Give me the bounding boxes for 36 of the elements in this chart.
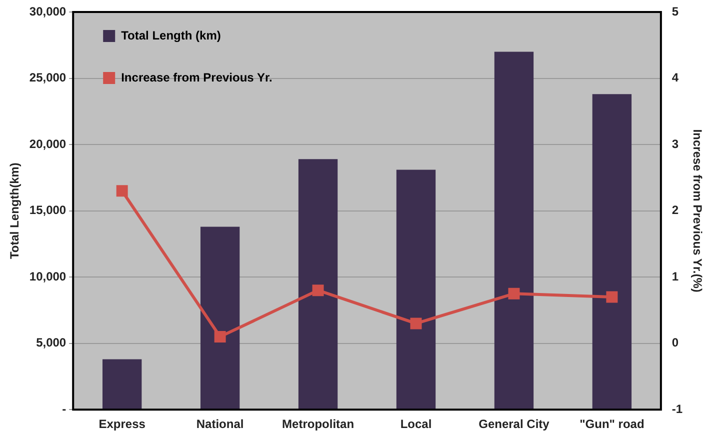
x-tick-label: General City [478,417,550,432]
y-tick-label: - [62,402,66,416]
x-tick-label: Local [400,417,432,432]
bar [200,226,240,410]
y2-tick-label: 1 [672,269,679,284]
y2-tick-label: 5 [672,4,679,18]
x-tick-label: National [196,417,244,432]
legend-label: Total Length (km) [121,28,221,42]
y2-tick-label: -1 [672,402,683,416]
bar [396,170,436,410]
bar [298,159,338,410]
x-tick-label: Metropolitan [282,417,354,432]
y2-tick-label: 2 [672,203,679,218]
x-tick-label: Express [98,417,146,432]
legend-label: Increase from Previous Yr. [121,70,272,84]
y-tick-label: 15,000 [29,203,66,218]
y2-tick-label: 3 [672,136,679,151]
point [508,288,520,300]
bar [494,52,534,410]
y2-tick-label: 4 [672,70,679,85]
y-tick-label: 10,000 [29,269,66,284]
point [606,291,618,303]
y-axis-title: Total Length(km) [8,162,22,260]
y-tick-label: 20,000 [29,136,66,151]
point [214,330,226,342]
y2-tick-label: 0 [672,336,679,350]
bar [102,359,142,410]
y2-axis-title: Increse from Previous Yr.(%) [690,129,704,292]
point [410,318,422,330]
y-tick-label: 5,000 [36,336,66,350]
y-tick-label: 25,000 [29,70,66,85]
y-tick-label: 30,000 [29,4,66,18]
x-tick-label: "Gun" road [580,417,644,432]
point [116,185,128,197]
point [312,284,324,296]
bar [592,94,632,410]
